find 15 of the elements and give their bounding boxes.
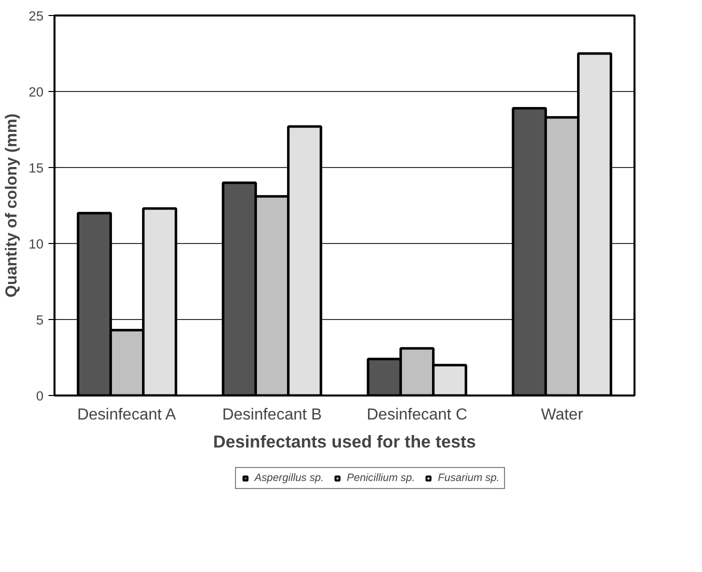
y-tick-label: 20 xyxy=(28,84,44,100)
y-tick-label: 10 xyxy=(28,236,44,252)
x-tick-label: Desinfecant B xyxy=(222,406,322,424)
x-tick-label: Desinfecant A xyxy=(77,406,176,424)
x-tick-label: Water xyxy=(540,406,584,424)
legend-label: Penicillium sp. xyxy=(346,472,415,484)
y-tick-label: 5 xyxy=(36,312,44,328)
x-axis-title: Desinfectants used for the tests xyxy=(213,432,476,452)
x-tick-label: Desinfecant C xyxy=(366,406,468,424)
y-tick-label: 15 xyxy=(28,160,44,176)
y-tick-label: 25 xyxy=(28,8,44,24)
legend-label: Fusarium sp. xyxy=(438,472,500,484)
legend-label: Aspergillus sp. xyxy=(254,472,324,484)
y-axis-title: Quantity of colony (mm) xyxy=(4,114,21,298)
y-tick-label: 0 xyxy=(36,388,44,404)
